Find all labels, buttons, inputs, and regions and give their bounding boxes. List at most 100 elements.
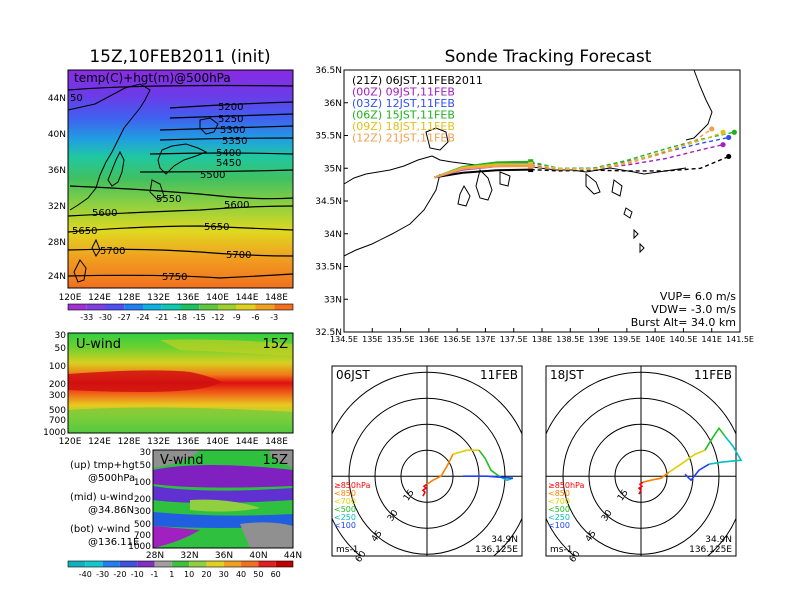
lat-tick-label: 35.5N bbox=[315, 132, 342, 142]
colorbar-label: -10 bbox=[131, 570, 144, 579]
hodo-level-label: <500 bbox=[334, 505, 356, 514]
lat-tick-label: 40N bbox=[48, 130, 66, 140]
lon-tick-label: 135.5E bbox=[387, 335, 415, 344]
hodo-segment bbox=[463, 475, 514, 479]
lat-ticks-500: 44N 40N 36N 32N 28N 24N bbox=[48, 94, 66, 282]
colorbar-label: -21 bbox=[155, 313, 168, 322]
hodo-level-label: <100 bbox=[548, 521, 570, 530]
pressure-tick-label: 30 bbox=[55, 331, 67, 341]
pressure-tick-label: 30 bbox=[140, 448, 152, 458]
param-burst: Burst Alt= 34.0 km bbox=[631, 316, 736, 329]
param-vup: VUP= 6.0 m/s bbox=[660, 290, 736, 303]
contour-label: 5300 bbox=[220, 125, 245, 136]
u-wind-title: U-wind bbox=[76, 337, 121, 352]
colorbar-segment bbox=[143, 304, 162, 310]
launch-params: VUP= 6.0 m/s VDW= -3.0 m/s Burst Alt= 34… bbox=[631, 290, 737, 329]
colorbar-label: -30 bbox=[96, 570, 109, 579]
lon-tick-label: 136E bbox=[177, 437, 200, 447]
colorbar-label: -3 bbox=[270, 313, 278, 322]
lon-tick-label: 120E bbox=[59, 437, 82, 447]
pressure-tick-label: 300 bbox=[134, 507, 151, 517]
colorbar-label: -6 bbox=[252, 313, 260, 322]
lat-ticks-map: 36.5N 36N 35.5N 35N 34.5N 34N 33.5N 33N 32.5N bbox=[315, 66, 348, 338]
hodo-level-label: <850 bbox=[548, 489, 570, 498]
colorbar-segment bbox=[236, 304, 256, 310]
pressure-tick-label: 700 bbox=[134, 531, 151, 541]
colorbar-segment bbox=[161, 304, 181, 310]
lon-tick-label: 148E bbox=[265, 293, 288, 303]
contour-label: 5650 bbox=[204, 222, 229, 233]
panel-500-label: temp(C)+hgt(m)@500hPa bbox=[74, 71, 231, 85]
colorbar-label: -40 bbox=[79, 570, 92, 579]
colorbar-segment bbox=[171, 561, 190, 567]
hodo-lon: 136.125E bbox=[689, 545, 732, 555]
legend-up-1: (up) tmp+hgt bbox=[70, 460, 139, 471]
colorbar-segment bbox=[218, 304, 237, 310]
colorbar-label: -30 bbox=[99, 313, 112, 322]
track-line bbox=[434, 168, 531, 179]
lat-tick-label: 34.5N bbox=[315, 197, 342, 207]
lat-tick-label: 33.5N bbox=[315, 263, 342, 273]
hodo-level-label: <700 bbox=[548, 497, 570, 506]
track-legend-entry: (21Z) 06JST,11FEB2011 bbox=[352, 74, 483, 87]
hodo-trace bbox=[421, 449, 514, 497]
lon-tick-label: 136E bbox=[419, 335, 439, 344]
track-point bbox=[528, 163, 534, 169]
lon-tick-label: 140E bbox=[645, 335, 665, 344]
lon-tick-label: 137E bbox=[475, 335, 495, 344]
contour-label: 50 bbox=[70, 93, 83, 104]
colorbar-segment bbox=[180, 304, 200, 310]
lon-tick-label: 132E bbox=[147, 293, 170, 303]
colorbar-label: 50 bbox=[253, 570, 263, 579]
colorbar-segment bbox=[105, 304, 125, 310]
contour-label: 5650 bbox=[72, 226, 97, 237]
contour-label: 5250 bbox=[218, 114, 243, 125]
lon-tick-label: 128E bbox=[118, 293, 141, 303]
u-wind-core bbox=[68, 339, 293, 433]
lon-tick-label: 138.5E bbox=[556, 335, 584, 344]
lon-tick-label: 140E bbox=[206, 437, 229, 447]
track-point bbox=[528, 159, 534, 165]
pressure-tick-label: 50 bbox=[55, 344, 67, 354]
legend-mid-1: (mid) u-wind bbox=[70, 492, 133, 503]
lon-tick-label: 139.5E bbox=[613, 335, 641, 344]
track-series-0 bbox=[434, 153, 732, 179]
track-legend-entry: (06Z) 15JST,11FEB bbox=[352, 109, 455, 122]
u-wind-time: 15Z bbox=[263, 337, 289, 352]
colorbar-segment bbox=[255, 304, 275, 310]
hodo-segment bbox=[642, 471, 670, 483]
lat-tick-label: 44N bbox=[284, 551, 302, 561]
colorbar-label: -20 bbox=[113, 570, 126, 579]
colorbar-label: 30 bbox=[219, 570, 229, 579]
colorbar-segment bbox=[223, 561, 242, 567]
lon-tick-label: 120E bbox=[59, 293, 82, 303]
legend-bot-2: @136.11E bbox=[88, 537, 139, 548]
lat-tick-label: 36N bbox=[215, 551, 233, 561]
lon-tick-label: 124E bbox=[88, 437, 111, 447]
lat-tick-label: 32.5N bbox=[315, 328, 342, 338]
track-point bbox=[720, 142, 726, 148]
lat-tick-label: 32N bbox=[180, 551, 198, 561]
lat-tick-label: 28N bbox=[146, 551, 164, 561]
lat-tick-label: 24N bbox=[48, 272, 66, 282]
hodo-level-label: <250 bbox=[334, 513, 356, 522]
pressure-tick-label: 300 bbox=[49, 391, 66, 401]
legend-bot-1: (bot) v-wind bbox=[70, 524, 130, 535]
panel-500hpa: 50 5200 5250 5300 5350 5400 5450 5500 55… bbox=[48, 69, 294, 322]
lat-tick-label: 28N bbox=[48, 238, 66, 248]
colorbar-label: -27 bbox=[118, 313, 131, 322]
track-point bbox=[709, 126, 715, 132]
lat-tick-label: 36N bbox=[324, 99, 342, 109]
height-contours bbox=[67, 84, 294, 279]
colorbar-label: 40 bbox=[236, 570, 246, 579]
track-legend-entry: (00Z) 09JST,11FEB bbox=[352, 86, 455, 99]
lon-tick-label: 134.5E bbox=[330, 335, 358, 344]
colorbar-segment bbox=[124, 304, 143, 310]
track-legend: (21Z) 06JST,11FEB2011(00Z) 09JST,11FEB (0… bbox=[352, 74, 483, 145]
hodo-date: 11FEB bbox=[480, 368, 518, 382]
